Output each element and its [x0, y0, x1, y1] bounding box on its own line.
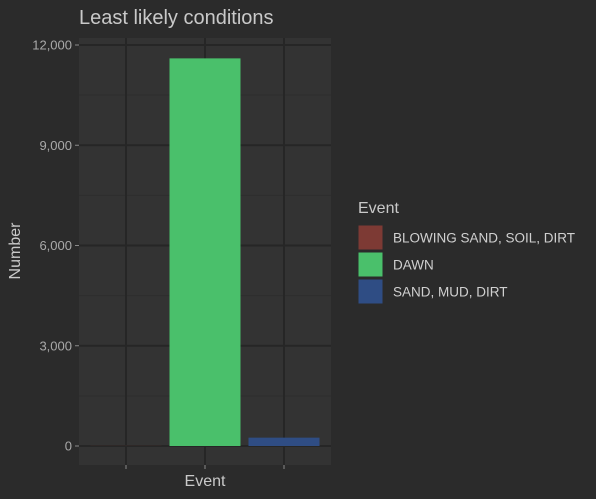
- x-axis: [125, 465, 285, 469]
- legend-label: SAND, MUD, DIRT: [393, 285, 508, 300]
- legend-label: DAWN: [393, 258, 434, 273]
- y-tick-label: 9,000: [39, 138, 72, 153]
- legend-label: BLOWING SAND, SOIL, DIRT: [393, 231, 575, 246]
- y-tick-label: 3,000: [39, 338, 72, 353]
- bar: [248, 437, 320, 446]
- y-tick-label: 6,000: [39, 238, 72, 253]
- legend-item: SAND, MUD, DIRT: [357, 278, 508, 305]
- y-tick-label: 12,000: [32, 38, 72, 53]
- chart-title: Least likely conditions: [79, 7, 274, 29]
- legend-swatch: [357, 251, 384, 278]
- plot-panel: [79, 38, 331, 465]
- legend: Event BLOWING SAND, SOIL, DIRT DAWN SAND, …: [357, 200, 575, 305]
- y-axis-title: Number: [7, 222, 24, 280]
- legend-swatch: [357, 278, 384, 305]
- legend-item: BLOWING SAND, SOIL, DIRT: [357, 224, 575, 251]
- legend-item: DAWN: [357, 251, 434, 278]
- y-axis: 0 3,000 6,000 9,000 12,000: [32, 38, 79, 454]
- legend-swatch: [357, 224, 384, 251]
- bars: [90, 58, 320, 446]
- x-axis-title: Event: [185, 473, 226, 490]
- legend-title: Event: [358, 200, 399, 217]
- y-tick-label: 0: [65, 439, 72, 454]
- bar: [169, 58, 241, 446]
